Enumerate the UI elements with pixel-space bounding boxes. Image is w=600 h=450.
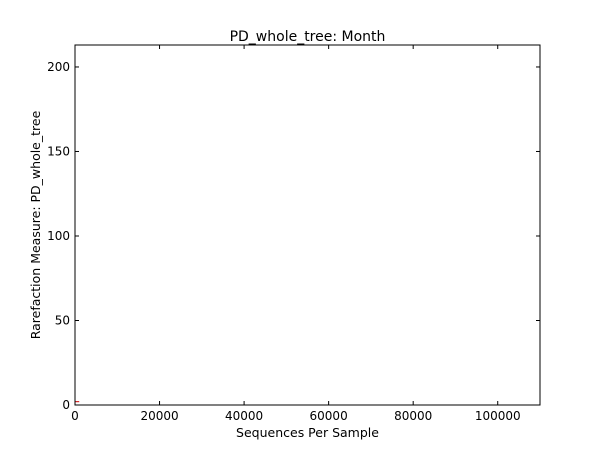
y-tick-label: 0 <box>62 398 70 412</box>
x-tick-label: 80000 <box>394 409 432 423</box>
y-tick-label: 50 <box>55 313 70 327</box>
chart-title: PD_whole_tree: Month <box>230 29 386 45</box>
y-tick-label: 150 <box>47 144 70 158</box>
x-tick-label: 100000 <box>475 409 521 423</box>
x-tick-label: 20000 <box>140 409 178 423</box>
y-tick-label: 200 <box>47 60 70 74</box>
x-axis-label: Sequences Per Sample <box>236 425 379 440</box>
y-axis-label: Rarefaction Measure: PD_whole_tree <box>28 110 43 339</box>
x-tick-label: 0 <box>71 409 79 423</box>
y-tick-label: 100 <box>47 229 70 243</box>
x-tick-label: 40000 <box>225 409 263 423</box>
ticks-layer: 0 20000 40000 60000 80000 100000 0 50 100 150 200 <box>47 45 540 423</box>
x-tick-label: 60000 <box>310 409 348 423</box>
plot-area <box>74 44 541 406</box>
